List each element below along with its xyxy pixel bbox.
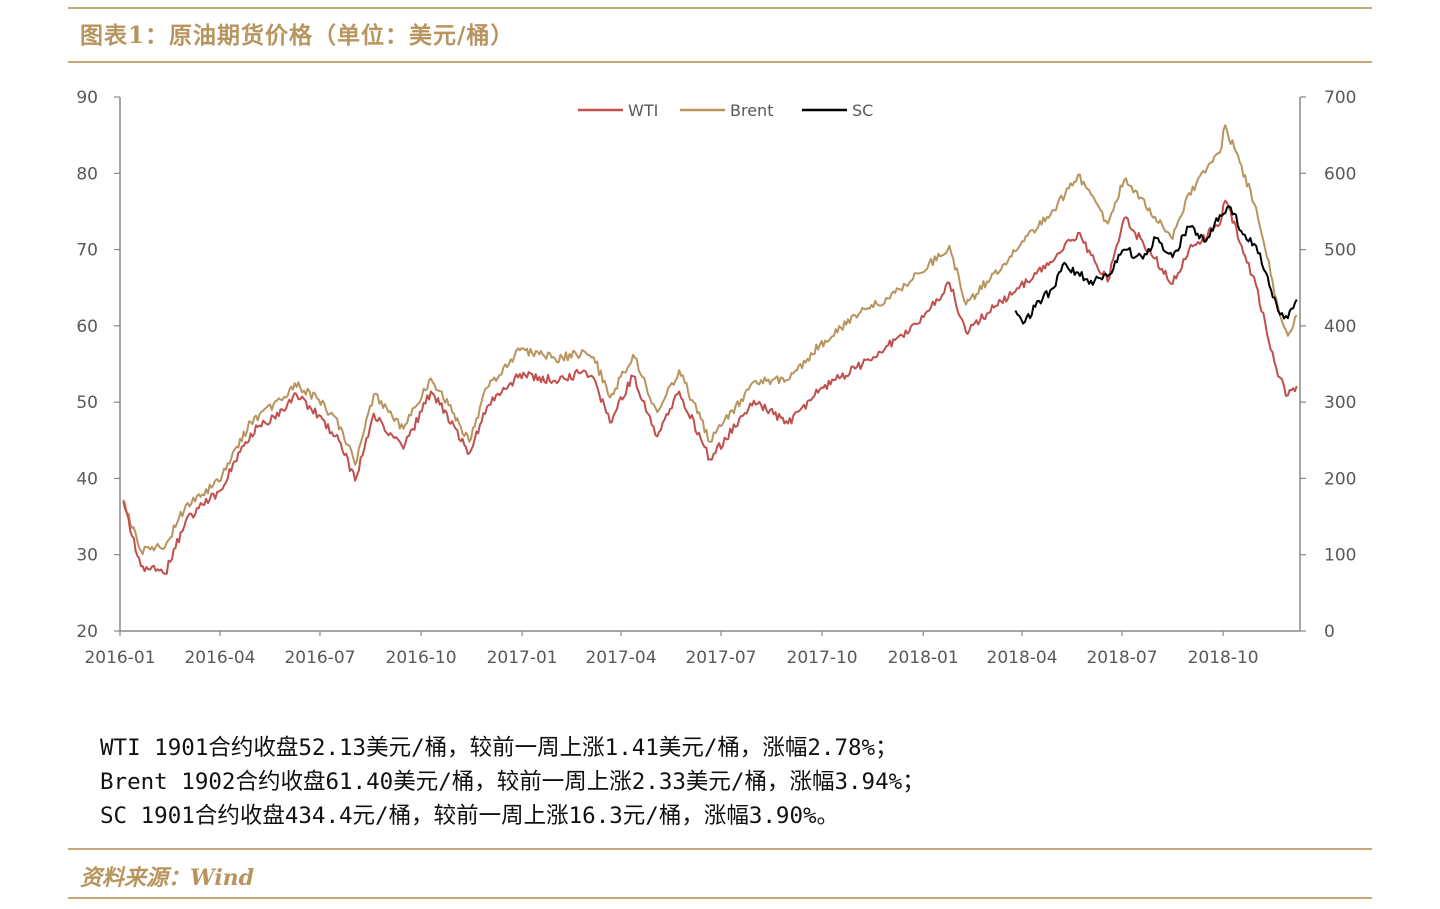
source-label: 资料来源：Wind <box>80 865 255 891</box>
note-wti: WTI 1901合约收盘52.13美元/桶，较前一周上涨1.41美元/桶，涨幅2… <box>100 735 898 761</box>
legend-label-brent: Brent <box>730 101 773 120</box>
x-tick-label: 2018-10 <box>1188 648 1259 668</box>
x-tick-label: 2016-01 <box>84 648 155 668</box>
bottom-rule-inner <box>68 897 1372 899</box>
left-tick-label: 90 <box>76 88 98 108</box>
right-tick-label: 600 <box>1324 164 1356 184</box>
x-tick-label: 2018-04 <box>987 648 1058 668</box>
note-brent: Brent 1902合约收盘61.40美元/桶，较前一周上涨2.33美元/桶，涨… <box>100 769 925 795</box>
left-tick-label: 50 <box>76 393 98 413</box>
chart-series-lines <box>122 124 1298 575</box>
series-line-wti <box>122 199 1298 575</box>
right-tick-label: 500 <box>1324 241 1356 261</box>
chart-notes: WTI 1901合约收盘52.13美元/桶，较前一周上涨1.41美元/桶，涨幅2… <box>100 731 925 833</box>
x-tick-label: 2018-07 <box>1086 648 1157 668</box>
chart-axes: 20 30 40 50 60 70 80 90 0 100 200 300 400 500 600 700 20… <box>76 88 1356 668</box>
left-tick-label: 40 <box>76 469 98 489</box>
right-tick-label: 200 <box>1324 469 1356 489</box>
left-tick-label: 60 <box>76 317 98 337</box>
x-tick-label: 2016-07 <box>284 648 355 668</box>
legend-label-wti: WTI <box>628 101 658 120</box>
right-tick-label: 700 <box>1324 88 1356 108</box>
right-tick-label: 400 <box>1324 317 1356 337</box>
oil-futures-line-chart: 20 30 40 50 60 70 80 90 0 100 200 300 400 500 600 700 20… <box>76 88 1356 668</box>
legend-label-sc: SC <box>852 101 873 120</box>
top-rule-outer <box>68 7 1372 9</box>
right-tick-label: 300 <box>1324 393 1356 413</box>
x-tick-label: 2016-10 <box>386 648 457 668</box>
note-sc: SC 1901合约收盘434.4元/桶，较前一周上涨16.3元/桶，涨幅3.90… <box>100 803 840 829</box>
x-tick-label: 2017-07 <box>685 648 756 668</box>
left-tick-label: 70 <box>76 241 98 261</box>
top-rule-inner <box>68 61 1372 63</box>
left-tick-label: 30 <box>76 546 98 566</box>
left-tick-label: 20 <box>76 622 98 642</box>
chart-legend: WTI Brent SC <box>578 101 873 120</box>
figure-title: 图表1：原油期货价格（单位：美元/桶） <box>80 22 515 49</box>
series-line-sc <box>1014 205 1298 325</box>
series-line-brent <box>122 124 1298 556</box>
x-tick-label: 2017-04 <box>585 648 656 668</box>
bottom-rule-outer <box>68 848 1372 850</box>
x-tick-label: 2018-01 <box>888 648 959 668</box>
x-tick-label: 2016-04 <box>184 648 255 668</box>
right-tick-label: 0 <box>1324 622 1335 642</box>
right-tick-label: 100 <box>1324 546 1356 566</box>
x-tick-label: 2017-10 <box>787 648 858 668</box>
left-tick-label: 80 <box>76 164 98 184</box>
x-tick-label: 2017-01 <box>487 648 558 668</box>
